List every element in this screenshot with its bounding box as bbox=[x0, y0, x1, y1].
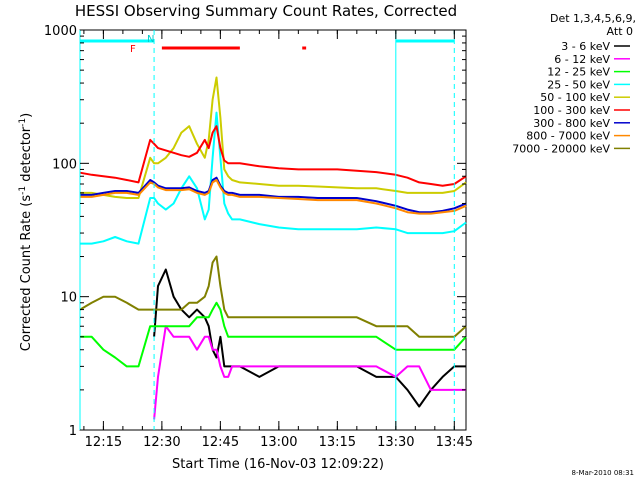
series-line-4 bbox=[80, 76, 467, 199]
x-tick-label: 13:30 bbox=[377, 435, 414, 450]
y-tick-label: 1000 bbox=[44, 24, 77, 39]
flag-F: F bbox=[130, 44, 136, 55]
legend-header-line2: Att 0 bbox=[607, 25, 633, 38]
y-tick-label: 100 bbox=[52, 157, 77, 172]
legend-label: 6 - 12 keV bbox=[554, 53, 610, 66]
series-line-0 bbox=[153, 268, 466, 408]
legend-label: 12 - 25 keV bbox=[547, 66, 610, 79]
legend-label: 3 - 6 keV bbox=[561, 40, 610, 53]
series-line-8 bbox=[79, 255, 467, 338]
x-tick-label: 12:30 bbox=[143, 435, 180, 450]
legend-label: 25 - 50 keV bbox=[547, 78, 610, 91]
x-tick-label: 12:45 bbox=[202, 435, 239, 450]
y-axis-label: Corrected Count Rate (s-1 detector-1) bbox=[18, 113, 34, 351]
axes-layer: 1 10 100 1000 12:15 12:30 12:45 13:00 13:15 13:30… bbox=[44, 24, 473, 450]
legend-label: 50 - 100 keV bbox=[540, 91, 610, 104]
y-tick-label: 1 bbox=[69, 424, 77, 439]
legend-header-line1: Det 1,3,4,5,6,9, bbox=[550, 12, 636, 25]
footer-date: 8-Mar-2010 08:31 bbox=[572, 469, 634, 477]
series-line-5 bbox=[79, 125, 467, 187]
flag-N: N bbox=[147, 34, 154, 45]
chart-title: HESSI Observing Summary Count Rates, Cor… bbox=[75, 2, 457, 20]
legend-label: 800 - 7000 keV bbox=[526, 130, 610, 143]
x-axis-label: Start Time (16-Nov-03 12:09:22) bbox=[172, 457, 384, 472]
series-line-1 bbox=[153, 325, 466, 420]
legend-label: 100 - 300 keV bbox=[533, 104, 610, 117]
x-tick-label: 13:15 bbox=[319, 435, 356, 450]
x-tick-label: 13:00 bbox=[260, 435, 297, 450]
x-tick-label: 12:15 bbox=[85, 435, 122, 450]
legend-label: 300 - 800 keV bbox=[533, 117, 610, 130]
overlay-layer: FN bbox=[79, 30, 455, 430]
x-tick-label: 13:45 bbox=[436, 435, 473, 450]
series-layer bbox=[79, 76, 467, 420]
legend-label: 7000 - 20000 keV bbox=[512, 142, 610, 155]
y-tick-label: 10 bbox=[60, 291, 77, 306]
series-line-2 bbox=[80, 301, 467, 368]
